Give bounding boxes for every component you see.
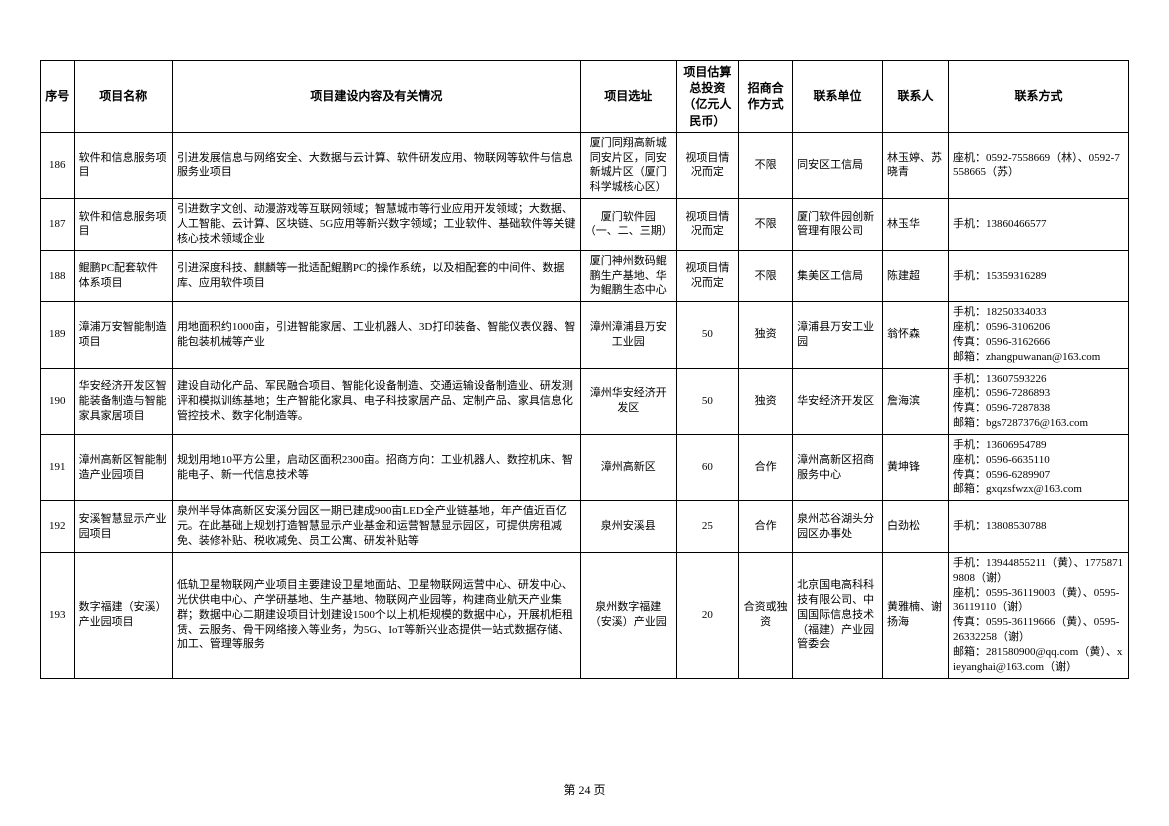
col-org: 联系单位 [793,61,883,133]
cell-org: 漳浦县万安工业园 [793,302,883,368]
cell-desc: 引进发展信息与网络安全、大数据与云计算、软件研发应用、物联网等软件与信息服务业项… [172,132,580,198]
cell-name: 软件和信息服务项目 [74,132,172,198]
cell-idx: 192 [41,501,75,553]
table-header-row: 序号 项目名称 项目建设内容及有关情况 项目选址 项目估算总投资（亿元人民币） … [41,61,1129,133]
cell-loc: 厦门神州数码鲲鹏生产基地、华为鲲鹏生态中心 [580,250,676,302]
cell-contact: 手机：13808530788 [949,501,1129,553]
cell-inv: 20 [676,552,738,678]
cell-loc: 漳州漳浦县万安工业园 [580,302,676,368]
cell-desc: 用地面积约1000亩，引进智能家居、工业机器人、3D打印装备、智能仪表仪器、智能… [172,302,580,368]
cell-loc: 漳州高新区 [580,434,676,500]
table-row: 190华安经济开发区智能装备制造与智能家具家居项目建设自动化产品、军民融合项目、… [41,368,1129,434]
cell-loc: 厦门软件园（一、二、三期） [580,199,676,251]
cell-contact: 手机：13606954789座机：0596-6635110传真：0596-628… [949,434,1129,500]
cell-person: 白劲松 [883,501,949,553]
cell-mode: 合作 [739,501,793,553]
cell-person: 林玉婷、苏晓青 [883,132,949,198]
cell-name: 漳州高新区智能制造产业园项目 [74,434,172,500]
cell-inv: 视项目情况而定 [676,199,738,251]
col-inv: 项目估算总投资（亿元人民币） [676,61,738,133]
table-row: 188鲲鹏PC配套软件体系项目引进深度科技、麒麟等一批适配鲲鹏PC的操作系统，以… [41,250,1129,302]
col-name: 项目名称 [74,61,172,133]
col-contact: 联系方式 [949,61,1129,133]
cell-loc: 泉州数字福建（安溪）产业园 [580,552,676,678]
cell-name: 漳浦万安智能制造项目 [74,302,172,368]
cell-idx: 186 [41,132,75,198]
cell-loc: 泉州安溪县 [580,501,676,553]
table-row: 186软件和信息服务项目引进发展信息与网络安全、大数据与云计算、软件研发应用、物… [41,132,1129,198]
cell-name: 鲲鹏PC配套软件体系项目 [74,250,172,302]
cell-person: 翁怀森 [883,302,949,368]
cell-mode: 不限 [739,132,793,198]
cell-contact: 手机：15359316289 [949,250,1129,302]
cell-org: 北京国电高科科技有限公司、中国国际信息技术（福建）产业园管委会 [793,552,883,678]
cell-inv: 60 [676,434,738,500]
cell-idx: 189 [41,302,75,368]
cell-contact: 手机：13607593226座机：0596-7286893传真：0596-728… [949,368,1129,434]
table-row: 191漳州高新区智能制造产业园项目规划用地10平方公里，启动区面积2300亩。招… [41,434,1129,500]
cell-contact: 手机：18250334033座机：0596-3106206传真：0596-316… [949,302,1129,368]
cell-name: 安溪智慧显示产业园项目 [74,501,172,553]
cell-person: 黄坤锋 [883,434,949,500]
col-mode: 招商合作方式 [739,61,793,133]
cell-mode: 独资 [739,368,793,434]
cell-contact: 手机：13944855211（黄）、17758719808（谢）座机：0595-… [949,552,1129,678]
cell-org: 泉州芯谷湖头分园区办事处 [793,501,883,553]
cell-org: 同安区工信局 [793,132,883,198]
cell-person: 詹海滨 [883,368,949,434]
cell-name: 华安经济开发区智能装备制造与智能家具家居项目 [74,368,172,434]
table-row: 189漳浦万安智能制造项目用地面积约1000亩，引进智能家居、工业机器人、3D打… [41,302,1129,368]
page-number: 第 24 页 [0,781,1169,798]
table-body: 186软件和信息服务项目引进发展信息与网络安全、大数据与云计算、软件研发应用、物… [41,132,1129,678]
cell-inv: 视项目情况而定 [676,132,738,198]
cell-name: 软件和信息服务项目 [74,199,172,251]
col-person: 联系人 [883,61,949,133]
cell-mode: 合资或独资 [739,552,793,678]
cell-person: 黄雅楠、谢扬海 [883,552,949,678]
col-loc: 项目选址 [580,61,676,133]
col-desc: 项目建设内容及有关情况 [172,61,580,133]
cell-org: 漳州高新区招商服务中心 [793,434,883,500]
table-row: 192安溪智慧显示产业园项目泉州半导体高新区安溪分园区一期已建成900亩LED全… [41,501,1129,553]
cell-desc: 泉州半导体高新区安溪分园区一期已建成900亩LED全产业链基地，年产值近百亿元。… [172,501,580,553]
cell-name: 数字福建（安溪）产业园项目 [74,552,172,678]
cell-contact: 手机：13860466577 [949,199,1129,251]
cell-inv: 25 [676,501,738,553]
cell-desc: 引进深度科技、麒麟等一批适配鲲鹏PC的操作系统，以及相配套的中间件、数据库、应用… [172,250,580,302]
cell-org: 厦门软件园创新管理有限公司 [793,199,883,251]
table-row: 187软件和信息服务项目引进数字文创、动漫游戏等互联网领域；智慧城市等行业应用开… [41,199,1129,251]
cell-person: 林玉华 [883,199,949,251]
cell-desc: 引进数字文创、动漫游戏等互联网领域；智慧城市等行业应用开发领域；大数据、人工智能… [172,199,580,251]
cell-org: 集美区工信局 [793,250,883,302]
cell-inv: 50 [676,302,738,368]
cell-idx: 190 [41,368,75,434]
cell-mode: 不限 [739,199,793,251]
cell-inv: 50 [676,368,738,434]
table-row: 193数字福建（安溪）产业园项目低轨卫星物联网产业项目主要建设卫星地面站、卫星物… [41,552,1129,678]
cell-org: 华安经济开发区 [793,368,883,434]
cell-mode: 不限 [739,250,793,302]
cell-desc: 规划用地10平方公里，启动区面积2300亩。招商方向：工业机器人、数控机床、智能… [172,434,580,500]
cell-contact: 座机：0592-7558669（林）、0592-7558665（苏） [949,132,1129,198]
cell-desc: 建设自动化产品、军民融合项目、智能化设备制造、交通运输设备制造业、研发测评和模拟… [172,368,580,434]
cell-idx: 193 [41,552,75,678]
cell-loc: 漳州华安经济开发区 [580,368,676,434]
col-idx: 序号 [41,61,75,133]
cell-idx: 188 [41,250,75,302]
cell-idx: 191 [41,434,75,500]
cell-desc: 低轨卫星物联网产业项目主要建设卫星地面站、卫星物联网运营中心、研发中心、光伏供电… [172,552,580,678]
cell-idx: 187 [41,199,75,251]
cell-mode: 独资 [739,302,793,368]
projects-table: 序号 项目名称 项目建设内容及有关情况 项目选址 项目估算总投资（亿元人民币） … [40,60,1129,679]
cell-loc: 厦门同翔高新城同安片区，同安新城片区（厦门科学城核心区） [580,132,676,198]
cell-inv: 视项目情况而定 [676,250,738,302]
cell-person: 陈建超 [883,250,949,302]
cell-mode: 合作 [739,434,793,500]
